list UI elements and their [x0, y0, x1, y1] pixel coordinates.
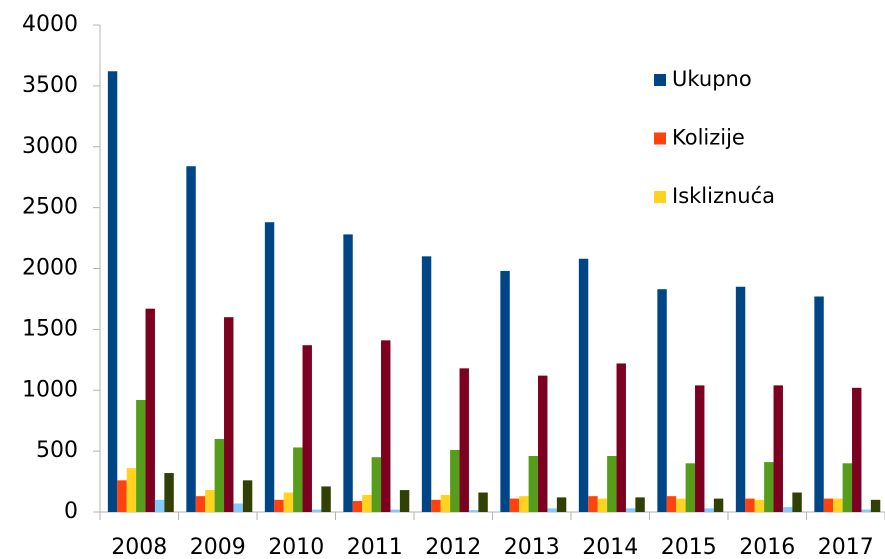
bar [509, 498, 520, 512]
bar [578, 258, 589, 512]
bar [459, 368, 469, 512]
bar [371, 457, 382, 512]
bar [242, 480, 253, 512]
bar [186, 166, 196, 513]
bar [616, 363, 626, 512]
y-tick-label: 1500 [22, 316, 78, 341]
x-tick-label: 2009 [190, 535, 246, 559]
bar [538, 375, 548, 512]
bar [311, 509, 322, 512]
bar [440, 494, 451, 512]
legend-swatch [654, 191, 666, 203]
bar [362, 494, 372, 512]
bar [528, 455, 539, 512]
bar [264, 222, 275, 513]
x-tick-label: 2015 [661, 535, 717, 559]
y-tick-label: 3000 [22, 134, 78, 159]
legend-label: Ukupno [672, 67, 752, 91]
y-tick-label: 0 [64, 499, 78, 524]
bar [833, 498, 843, 512]
bar [302, 345, 312, 512]
x-tick-label: 2010 [268, 535, 324, 559]
y-tick-label: 4000 [22, 12, 78, 37]
x-tick-label: 2013 [504, 535, 560, 559]
bar [607, 455, 617, 512]
bar [695, 385, 705, 512]
x-tick-label: 2012 [425, 535, 481, 559]
bar [842, 463, 853, 512]
bar [635, 497, 645, 512]
x-tick-label: 2017 [818, 535, 874, 559]
bar [195, 496, 206, 512]
legend-label: Kolizije [672, 126, 745, 150]
bar [657, 289, 667, 512]
bar [870, 499, 881, 512]
bar [625, 508, 636, 512]
y-tick-label: 2000 [22, 256, 78, 281]
bar [450, 449, 460, 512]
bar [745, 498, 755, 512]
bar [145, 308, 155, 512]
x-tick-label: 2014 [582, 535, 638, 559]
bar [704, 508, 714, 512]
y-tick-label: 1000 [22, 377, 78, 402]
legend-swatch [654, 132, 666, 145]
bar [399, 490, 410, 512]
bar [117, 480, 127, 512]
bar [107, 71, 118, 512]
bar [381, 340, 391, 512]
bar [782, 507, 793, 512]
bar [421, 256, 432, 512]
bar [792, 492, 802, 512]
bar [205, 490, 215, 512]
bar [676, 498, 686, 512]
bar [164, 473, 174, 512]
bar [519, 496, 529, 512]
y-tick-label: 3500 [22, 73, 78, 98]
x-tick-label: 2011 [347, 535, 403, 559]
bar [685, 463, 696, 512]
legend-label: Iskliznuća [672, 184, 775, 208]
bar [274, 499, 284, 512]
bar [468, 510, 479, 512]
bar [283, 492, 294, 512]
bar [126, 468, 137, 512]
bar [321, 486, 331, 512]
bar [754, 499, 765, 512]
bar [713, 498, 724, 512]
bar [293, 447, 303, 512]
legend-swatch [654, 74, 666, 86]
bar [154, 499, 165, 512]
bar [390, 509, 400, 512]
bar [547, 508, 557, 512]
bar [224, 317, 234, 512]
x-tick-label: 2016 [739, 535, 795, 559]
y-tick-label: 500 [36, 438, 78, 463]
bar [597, 498, 608, 512]
bar [666, 496, 677, 512]
bar [136, 399, 146, 512]
bar [556, 497, 567, 512]
bar [214, 438, 225, 512]
bar [814, 296, 824, 512]
bar [500, 270, 510, 512]
bar [233, 503, 243, 512]
bar [764, 462, 774, 512]
bar [861, 509, 871, 512]
bar [478, 492, 488, 512]
bar [852, 387, 862, 512]
x-tick-label: 2008 [111, 535, 167, 559]
bar [431, 499, 441, 512]
bar [352, 501, 363, 512]
bar [773, 385, 783, 512]
bar [588, 496, 598, 512]
bar [735, 286, 746, 512]
bar [343, 234, 353, 512]
y-tick-label: 2500 [22, 195, 78, 220]
bar [823, 498, 834, 512]
legend: Ukupno Kolizije Iskliznuća [654, 67, 775, 208]
